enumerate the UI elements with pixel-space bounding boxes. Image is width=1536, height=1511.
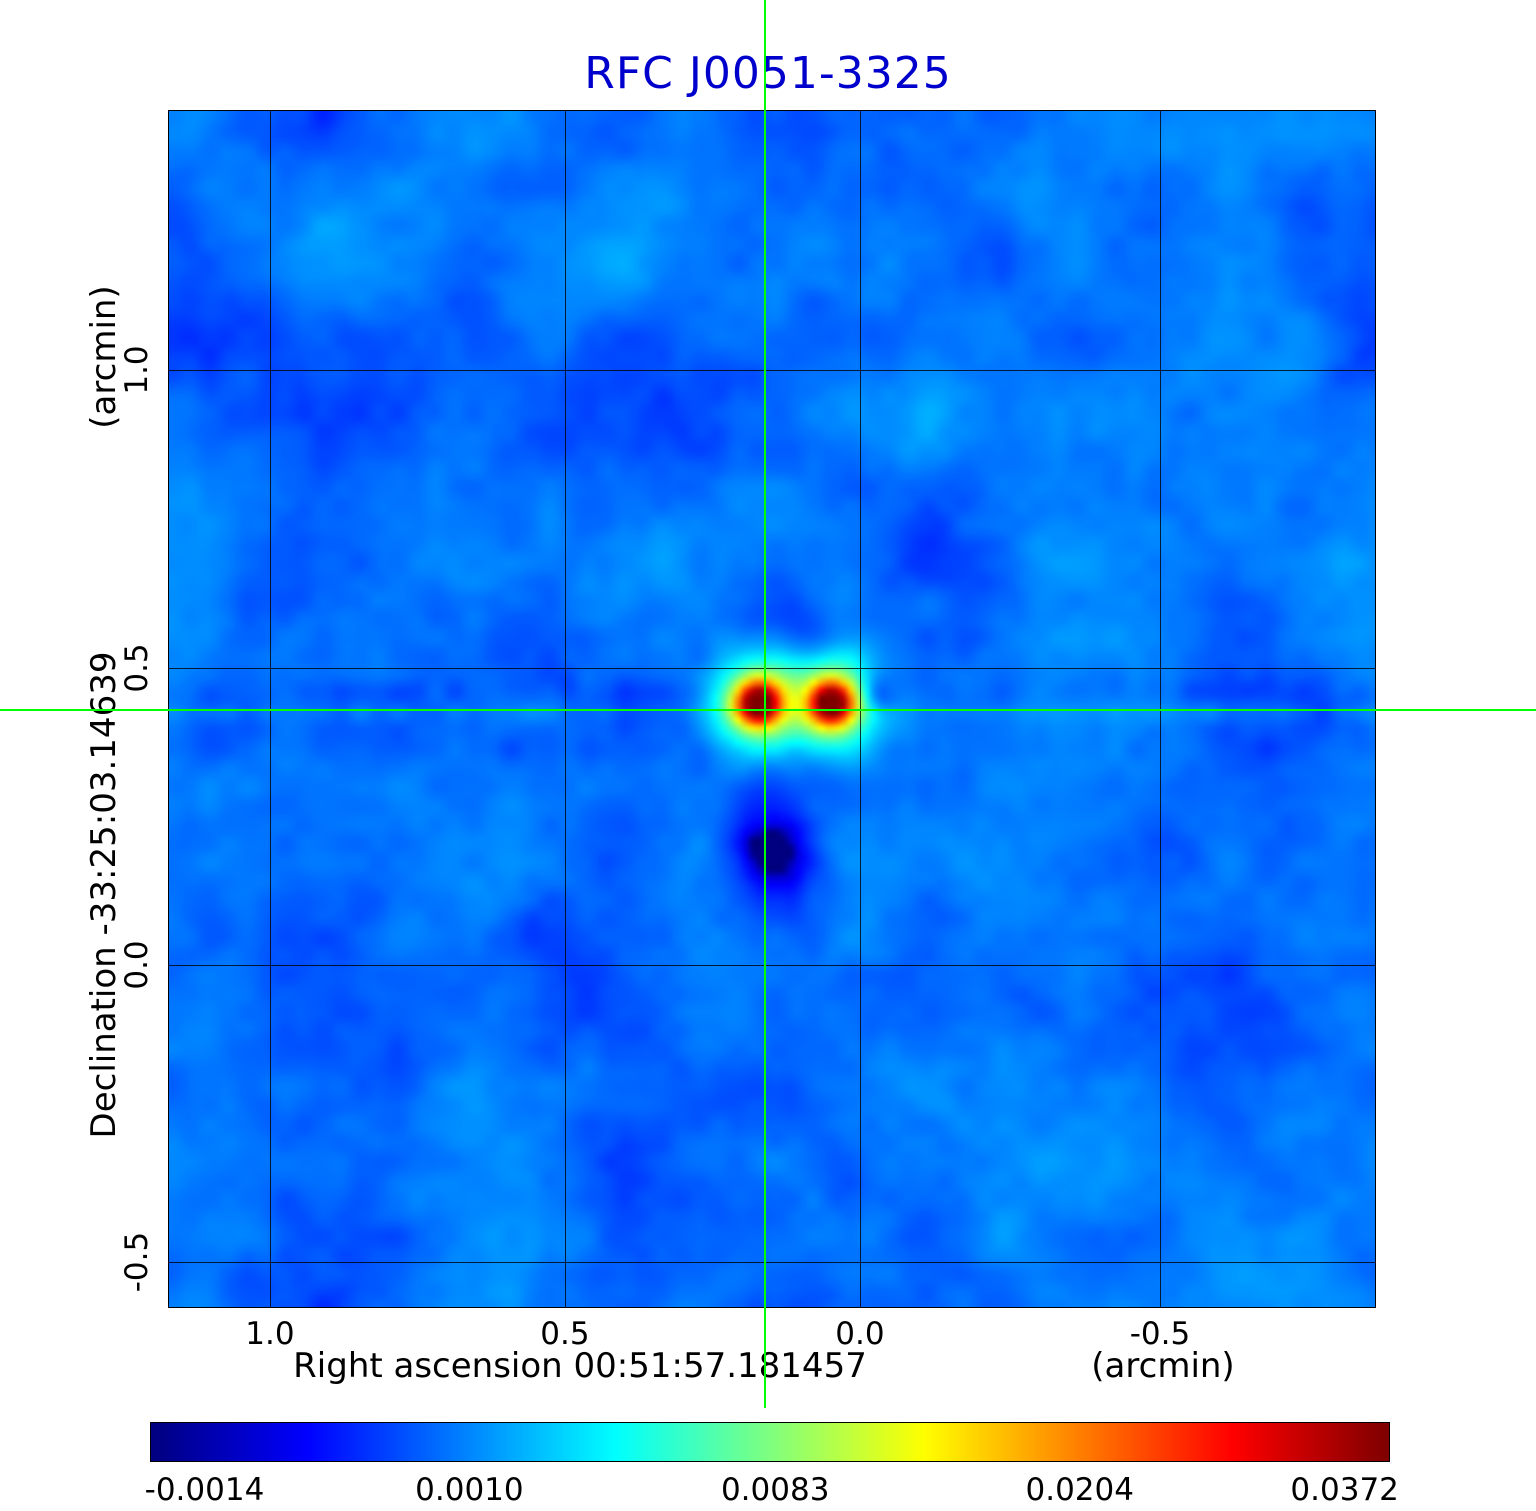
y-tick-label: 0.0 xyxy=(119,940,155,990)
x-tick-label: 1.0 xyxy=(245,1316,295,1352)
x-axis-label: Right ascension 00:51:57.181457 xyxy=(293,1346,867,1386)
x-tick-label: -0.5 xyxy=(1129,1316,1191,1352)
x-axis-unit: (arcmin) xyxy=(1091,1346,1235,1386)
x-tick-label: 0.0 xyxy=(835,1316,885,1352)
colorbar-tick-label: 0.0010 xyxy=(415,1472,524,1508)
gridline-horizontal xyxy=(168,1261,1376,1263)
y-axis-label: Declination -33:25:03.14639 xyxy=(84,651,124,1139)
gridline-horizontal xyxy=(168,668,1376,670)
plot-title: RFC J0051-3325 xyxy=(584,48,952,99)
colorbar-tick-label: 0.0083 xyxy=(720,1472,830,1508)
y-axis-unit: (arcmin) xyxy=(84,285,124,429)
crosshair-vertical-line xyxy=(763,0,766,1408)
colorbar-tick-label: -0.0014 xyxy=(144,1472,265,1508)
y-tick-label: 0.5 xyxy=(119,643,155,693)
colorbar xyxy=(150,1422,1390,1462)
gridline-horizontal xyxy=(168,965,1376,966)
y-tick-label: 1.0 xyxy=(119,345,155,395)
gridline-horizontal xyxy=(168,369,1376,371)
x-tick-label: 0.5 xyxy=(540,1316,590,1352)
colorbar-tick-label: 0.0204 xyxy=(1025,1472,1134,1508)
crosshair-horizontal-line xyxy=(0,708,1536,711)
colorbar-tick-label: 0.0372 xyxy=(1290,1472,1399,1508)
y-tick-label: -0.5 xyxy=(119,1231,155,1293)
